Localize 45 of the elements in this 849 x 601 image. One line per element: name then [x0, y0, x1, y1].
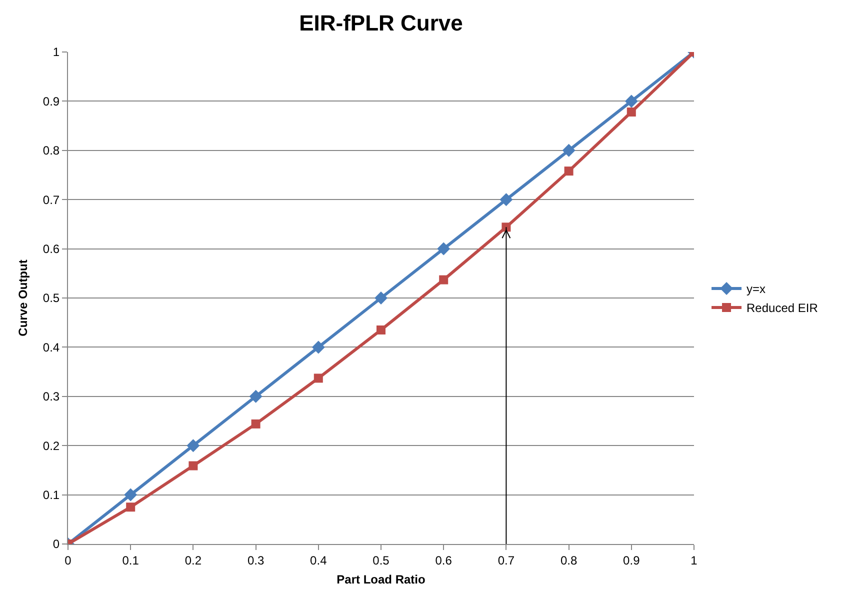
x-tick-label: 0.1	[122, 553, 140, 568]
point	[439, 275, 448, 284]
y-tick-label: 0.1	[42, 488, 60, 502]
point	[312, 340, 325, 354]
point	[314, 374, 323, 383]
x-axis-title: Part Load Ratio	[336, 572, 426, 586]
point	[500, 193, 513, 206]
point	[624, 94, 638, 108]
y-axis-title: Curve Output	[16, 260, 30, 336]
point	[251, 419, 260, 428]
x-tick-label: 0.3	[247, 553, 264, 568]
x-tick-label: 0.4	[310, 553, 328, 568]
point	[626, 108, 636, 117]
x-tick-label: 0.5	[372, 553, 390, 568]
point	[502, 222, 511, 232]
y-tick-label: 0.5	[42, 291, 60, 306]
point	[186, 439, 200, 452]
x-tick-label: 1	[690, 553, 698, 568]
y-tick-label: 0.4	[42, 340, 60, 354]
x-tick-label: 0.8	[560, 553, 578, 568]
y-tick-label: 0.9	[42, 94, 60, 108]
point	[126, 502, 136, 512]
y-tick-label: 0.7	[42, 192, 60, 207]
y-tick-label: 0.6	[42, 242, 60, 256]
legend-label: y=x	[746, 282, 766, 296]
y-tick-label: 0.8	[42, 144, 60, 158]
y-tick-label: 0.3	[42, 390, 60, 404]
point	[124, 488, 138, 502]
legend-label: Reduced EIR	[746, 301, 818, 316]
chart-title: EIR-fPLR Curve	[299, 10, 463, 36]
y-tick-label: 0	[52, 537, 60, 552]
x-tick-label: 0.7	[498, 553, 515, 568]
point	[374, 292, 388, 304]
y-tick-label: 1	[52, 45, 60, 60]
point	[562, 144, 576, 157]
x-tick-label: 0	[64, 553, 72, 568]
point	[249, 390, 262, 403]
x-tick-label: 0.9	[623, 553, 640, 568]
point	[437, 242, 450, 256]
x-tick-label: 0.6	[435, 553, 452, 568]
point	[564, 166, 574, 176]
x-tick-label: 0.2	[184, 553, 202, 568]
point	[188, 461, 198, 470]
point	[376, 325, 386, 334]
y-tick-label: 0.2	[42, 438, 60, 453]
